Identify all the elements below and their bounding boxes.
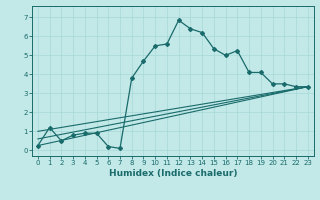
X-axis label: Humidex (Indice chaleur): Humidex (Indice chaleur) <box>108 169 237 178</box>
